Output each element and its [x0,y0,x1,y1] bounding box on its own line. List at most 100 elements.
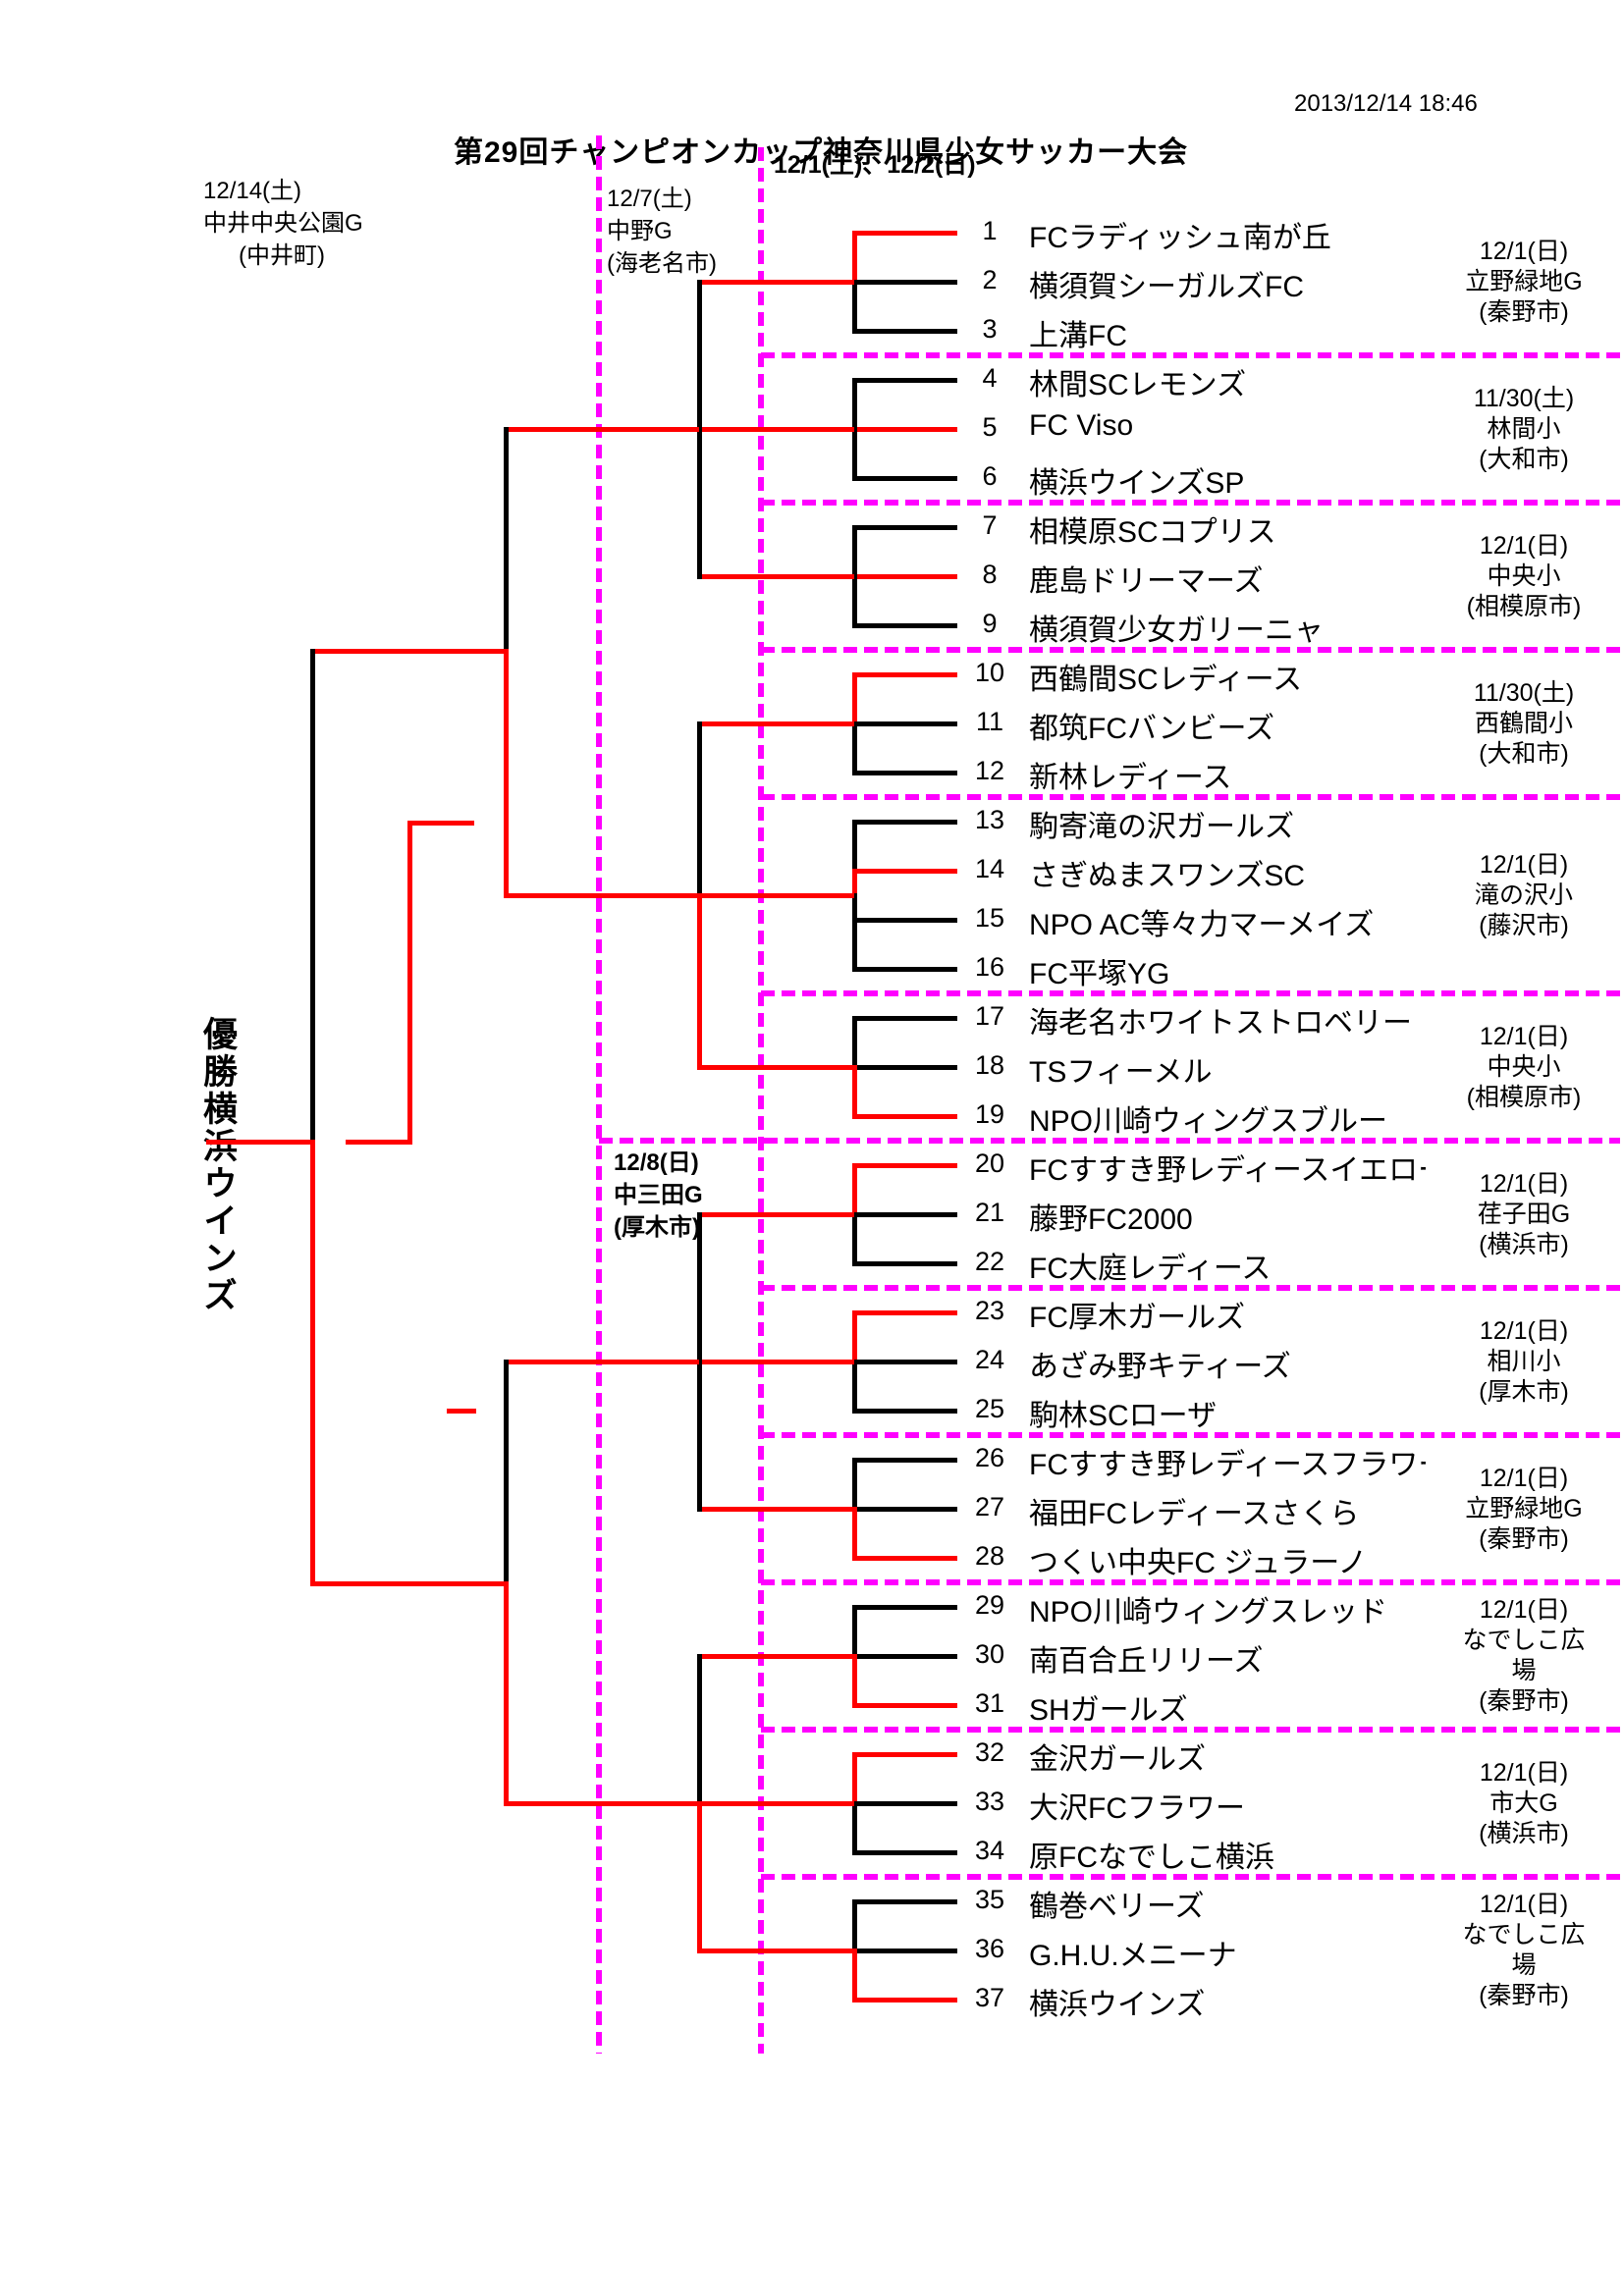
block-vertical [852,1605,857,1659]
venue-note-line: 12/1(日) [1479,1759,1569,1787]
venue-note: 11/30(土) 林間小 (大和市) [1426,384,1622,475]
venue-note-line: 12/1(日) [1479,532,1569,560]
team-name: G.H.U.メニーナ [1029,1940,1237,1972]
team-number: 21 [974,1198,1005,1227]
team-line [854,1360,957,1364]
round-label-semi-venue: 中野G [607,218,673,244]
venue-note-line: (相模原市) [1466,593,1582,620]
team-line [854,1556,957,1561]
block-vertical [852,1801,857,1855]
advance-line [506,1360,699,1364]
team-line [854,1261,957,1266]
team-name: 原FCなでしこ横浜 [1029,1842,1274,1874]
advance-line [699,721,854,726]
group-vertical [697,280,702,579]
semifinal-vertical [504,649,509,898]
team-line [854,231,957,236]
team-name: 都筑FCバンビーズ [1029,713,1274,745]
team-name: 横須賀少女ガリーニャ [1029,614,1324,647]
block-vertical [852,1458,857,1512]
team-number: 23 [974,1296,1005,1325]
venue-note-line: 相川小 [1487,1348,1561,1375]
round-label-final-venue: 中井中央公園G [203,210,363,237]
block-separator-line [761,990,1620,996]
advance-line [506,893,699,898]
team-line [854,1752,957,1757]
venue-note-line: なでしこ広 [1462,1921,1586,1949]
block-vertical [852,378,857,481]
team-line [854,1605,957,1610]
team-line [854,771,957,775]
team-name: つくい中央FC ジュラーノ [1029,1547,1368,1579]
venue-note: 12/1(日) 荏子田G (横浜市) [1426,1169,1622,1260]
block-separator-line [761,500,1620,506]
block-vertical [852,280,857,334]
advance-line [699,427,854,432]
block-separator-line [761,352,1620,358]
team-line [854,1016,957,1021]
team-name: 金沢ガールズ [1029,1743,1206,1776]
advance-line [506,427,699,432]
team-number: 26 [974,1443,1005,1472]
team-line [854,1949,957,1953]
path-fragment [346,1140,409,1145]
venue-note-line: (秦野市) [1479,1687,1569,1715]
team-name: 南百合丘リリーズ [1029,1645,1264,1678]
page-title: 第29回チャンピオンカップ神奈川県少女サッカー大会 [454,136,1189,169]
round-label-first: 12/1(土)、12/2(日) [774,151,976,179]
team-number: 5 [982,412,998,442]
team-number: 15 [974,903,1005,933]
block-vertical [852,1360,857,1414]
round-label-bottom-semi: 12/8(日) 中三田G (厚木市) [614,1147,703,1244]
venue-note: 12/1(日) なでしこ広場 (秦野市) [1426,1890,1622,2011]
team-line [854,1114,957,1119]
team-line [854,280,957,285]
team-name: NPO AC等々力マーメイズ [1029,909,1375,941]
venue-note-line: (厚木市) [1479,1378,1569,1406]
venue-note-line: 12/1(日) [1479,238,1569,265]
team-name: 福田FCレディースさくら [1029,1498,1360,1530]
venue-note-line: 立野緑地G [1465,1495,1583,1522]
venue-note-line: 11/30(土) [1473,385,1575,412]
team-line [854,1899,957,1904]
team-name: 駒林SCローザ [1029,1400,1218,1432]
team-line [854,918,957,923]
venue-note-line: 場 [1511,1951,1537,1979]
venue-note-line: (秦野市) [1479,1982,1569,2009]
venue-note-line: 場 [1511,1657,1537,1684]
block-separator-line [761,1874,1620,1880]
team-name: 林間SCレモンズ [1029,369,1247,401]
block-separator-line [761,794,1620,800]
group-vertical [697,893,702,1070]
advance-line [699,1065,854,1070]
team-number: 34 [974,1836,1005,1865]
team-name: SHガールズ [1029,1694,1188,1727]
venue-note-line: 市大G [1489,1789,1558,1817]
team-name: FC平塚YG [1029,958,1170,990]
advance-line [699,1507,854,1512]
team-number: 24 [974,1345,1005,1374]
block-separator-line [761,647,1620,653]
team-number: 16 [974,952,1005,982]
advance-line [699,1654,854,1659]
venue-note-line: (相模原市) [1466,1084,1582,1111]
block-vertical [852,1654,857,1708]
venue-note-line: 立野緑地G [1465,268,1583,295]
team-line [854,820,957,825]
venue-note: 12/1(日) なでしこ広場 (秦野市) [1426,1595,1622,1717]
block-separator-line [761,1285,1620,1291]
team-name: NPO川崎ウィングスレッド [1029,1596,1388,1629]
advance-line [699,1360,854,1364]
venue-note: 12/1(日) 立野緑地G (秦野市) [1426,1464,1622,1555]
team-line [854,1801,957,1806]
team-line [854,623,957,628]
venue-note-line: 12/1(日) [1479,1170,1569,1198]
advance-line [699,893,854,898]
venue-note-line: (横浜市) [1479,1820,1569,1847]
team-number: 7 [982,510,998,540]
block-vertical [852,1212,857,1266]
group-vertical [697,1801,702,1953]
venue-note-line: 12/1(日) [1479,1317,1569,1345]
team-name: さぎぬまスワンズSC [1029,860,1306,892]
team-number: 11 [975,707,1004,736]
